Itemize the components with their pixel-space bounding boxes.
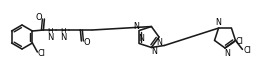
Text: H: H (60, 28, 66, 34)
Text: N: N (156, 38, 162, 47)
Text: N: N (138, 34, 144, 43)
Text: Cl: Cl (38, 48, 46, 57)
Text: Cl: Cl (235, 36, 243, 46)
Text: N: N (224, 48, 230, 57)
Text: O: O (84, 38, 90, 47)
Text: N: N (133, 22, 139, 31)
Text: H: H (47, 28, 53, 34)
Text: Cl: Cl (244, 46, 251, 55)
Text: N: N (151, 47, 157, 56)
Text: N: N (216, 18, 221, 27)
Text: N: N (47, 32, 53, 42)
Text: N: N (60, 32, 66, 42)
Text: O: O (36, 13, 42, 22)
